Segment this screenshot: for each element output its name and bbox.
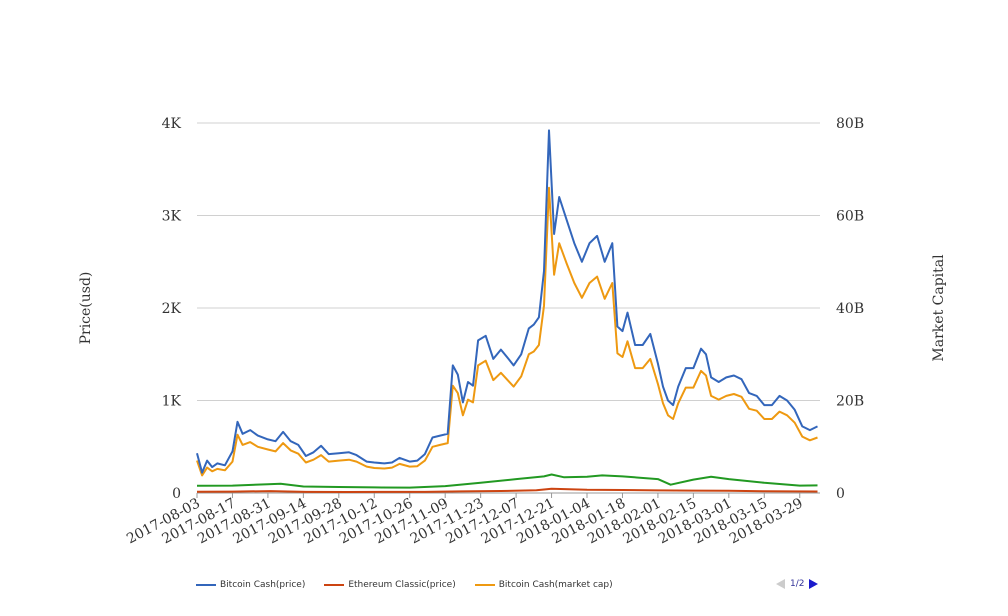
legend-swatch-bitcoin-cash-market-cap — [474, 584, 495, 586]
left-tick-label: 2K — [162, 301, 182, 317]
legend-label: Bitcoin Cash(price) — [220, 580, 306, 590]
left-tick-label: 4K — [162, 116, 182, 132]
x-axis-ticks: 2017-08-032017-08-172017-08-312017-09-14… — [124, 493, 806, 547]
legend-label: Ethereum Classic(price) — [348, 580, 456, 590]
series-line-unlabeled-green — [196, 473, 818, 489]
right-axis-ticks: 0 20B 40B 60B 80B — [836, 116, 864, 502]
right-tick-label: 0 — [836, 486, 845, 502]
left-axis-title: Price(usd) — [78, 272, 94, 345]
right-axis-title: Market Capital — [931, 254, 947, 362]
pager-next-icon[interactable] — [809, 579, 819, 589]
series-lines — [196, 129, 818, 493]
right-tick-label: 80B — [836, 116, 864, 132]
left-tick-label: 0 — [172, 486, 181, 502]
series-line-ethereum-classic-price — [196, 487, 818, 493]
left-tick-label: 1K — [162, 394, 182, 410]
grid-lines — [197, 122, 820, 494]
legend-swatch-ethereum-classic-price — [324, 584, 345, 586]
left-tick-label: 3K — [162, 209, 182, 225]
right-tick-label: 60B — [836, 209, 864, 225]
legend: Bitcoin Cash(price) Ethereum Classic(pri… — [196, 578, 632, 592]
right-tick-label: 40B — [836, 301, 864, 317]
legend-swatch-bitcoin-cash-price — [196, 584, 216, 586]
series-line-bitcoin-cash-market-cap — [196, 186, 818, 477]
left-axis-ticks: 0 1K 2K 3K 4K — [162, 116, 182, 502]
legend-item-bitcoin-cash-market-cap[interactable]: Bitcoin Cash(market cap) — [474, 580, 613, 590]
legend-item-bitcoin-cash-price[interactable]: Bitcoin Cash(price) — [196, 580, 305, 590]
pager-prev-icon[interactable] — [776, 579, 785, 589]
legend-item-ethereum-classic-price[interactable]: Ethereum Classic(price) — [324, 580, 456, 590]
right-tick-label: 20B — [836, 394, 864, 410]
pager-label: 1/2 — [790, 579, 805, 589]
series-line-bitcoin-cash-price — [196, 129, 818, 474]
legend-pager: 1/2 — [776, 577, 819, 591]
legend-label: Bitcoin Cash(market cap) — [498, 580, 613, 590]
